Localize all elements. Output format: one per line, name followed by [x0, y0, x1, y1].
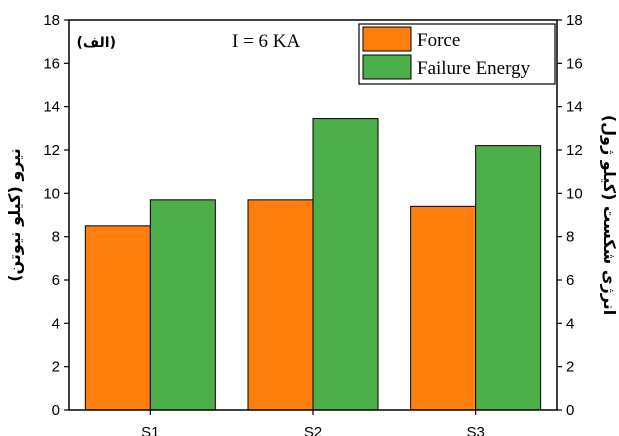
- y-tick-label-left: 6: [52, 272, 60, 289]
- bar-force-s2: [247, 199, 314, 411]
- bars-group: [84, 118, 542, 411]
- y-tick-label-right: 18: [566, 12, 583, 29]
- y-tick-label-left: 10: [43, 185, 60, 202]
- y-tick-label-left: 18: [43, 12, 60, 29]
- y-tick-label-left: 12: [43, 142, 60, 159]
- y-tick-label-left: 8: [52, 229, 60, 246]
- y-tick-label-right: 14: [566, 99, 583, 116]
- bar-failure-energy-s3: [475, 145, 542, 411]
- x-tick-label: S1: [141, 424, 159, 436]
- right-axis: 0 2 4 6 8 10 12 14 16 18: [557, 12, 583, 419]
- legend-swatch: [362, 26, 412, 52]
- x-tick-label: S2: [304, 424, 322, 436]
- legend-label: Force: [417, 30, 460, 51]
- y-tick-label-right: 0: [566, 402, 574, 419]
- x-axis: S1 S2 S3: [141, 410, 485, 436]
- y-axis-label-right: انرژی شکست (کیلو ژول): [600, 115, 619, 315]
- y-axis-label-left: نیرو (کیلو نیوتن): [5, 148, 24, 282]
- y-tick-label-left: 4: [52, 315, 60, 332]
- y-tick-label-right: 6: [566, 272, 574, 289]
- x-tick-label: S3: [466, 424, 484, 436]
- current-annotation: I = 6 KA: [232, 31, 301, 52]
- left-axis: 0 2 4 6 8 10 12 14 16 18: [43, 12, 69, 419]
- y-tick-label-right: 8: [566, 229, 574, 246]
- y-tick-label-right: 10: [566, 185, 583, 202]
- y-tick-label-left: 0: [52, 402, 60, 419]
- bar-force-s3: [410, 205, 477, 411]
- y-tick-label-left: 16: [43, 55, 60, 72]
- bar-failure-energy-s1: [149, 199, 216, 411]
- y-tick-label-right: 16: [566, 55, 583, 72]
- panel-label: (الف): [76, 35, 116, 51]
- y-tick-label-right: 4: [566, 315, 574, 332]
- legend: Force Failure Energy: [358, 23, 556, 85]
- legend-swatch: [362, 54, 412, 80]
- y-tick-label-left: 2: [52, 359, 60, 376]
- y-tick-label-left: 14: [43, 99, 60, 116]
- y-tick-label-right: 12: [566, 142, 583, 159]
- y-tick-label-right: 2: [566, 359, 574, 376]
- bar-failure-energy-s2: [312, 118, 379, 411]
- bar-force-s1: [84, 225, 151, 411]
- legend-label: Failure Energy: [417, 58, 531, 79]
